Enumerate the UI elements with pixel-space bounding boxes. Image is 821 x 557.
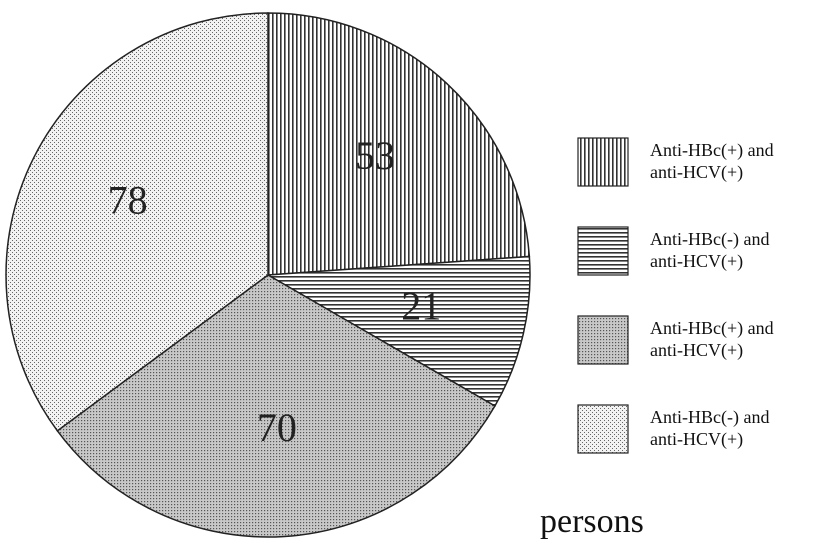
slice-label: 53 xyxy=(355,133,395,178)
slice-label: 70 xyxy=(257,405,297,450)
pie-slice xyxy=(267,12,531,276)
legend-swatch xyxy=(577,137,629,187)
pie-slice xyxy=(265,255,531,408)
legend-label: Anti-HBc(+) and anti-HCV(+) xyxy=(650,140,774,182)
annotation: persons xyxy=(540,503,644,540)
pie-slice xyxy=(56,274,496,538)
legend-swatch xyxy=(577,404,629,454)
legend-swatch xyxy=(577,226,629,276)
pie-slice xyxy=(5,12,269,432)
legend-label: Anti-HBc(+) and anti-HCV(+) xyxy=(650,318,774,360)
legend-label: Anti-HBc(-) and anti-HCV(+) xyxy=(650,407,770,449)
legend-label: Anti-HBc(-) and anti-HCV(+) xyxy=(650,229,770,271)
slice-label: 21 xyxy=(401,283,441,328)
legend-swatch xyxy=(577,315,629,365)
slice-label: 78 xyxy=(108,177,148,222)
